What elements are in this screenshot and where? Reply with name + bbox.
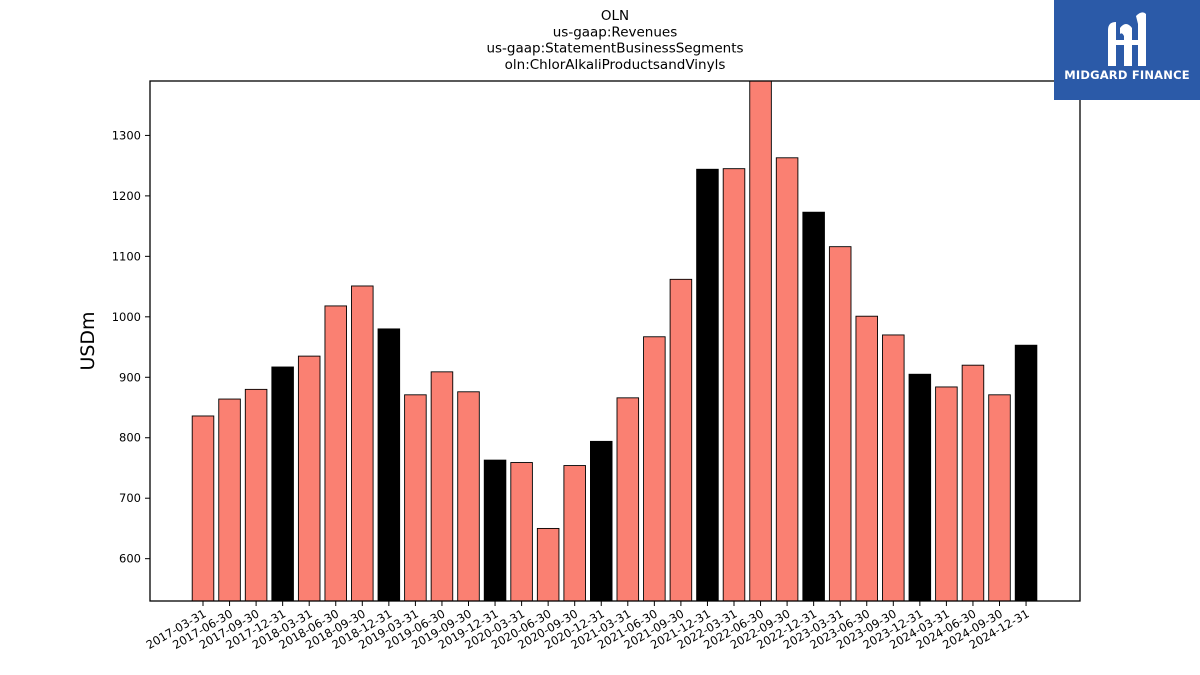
y-tick-label: 700 — [119, 491, 141, 505]
bar-2018-12-31 — [377, 328, 401, 602]
bar-2020-09-30 — [563, 465, 586, 602]
bar-2020-06-30 — [536, 527, 560, 602]
y-tick-label: 900 — [119, 370, 141, 384]
bar-2023-09-30 — [882, 334, 905, 602]
bar-2022-06-30 — [749, 80, 772, 602]
chart-title: OLNus-gaap:Revenuesus-gaap:StatementBusi… — [486, 8, 743, 73]
y-axis-label: USDm — [77, 311, 99, 370]
bar-2021-09-30 — [669, 278, 693, 602]
bar-2023-06-30 — [855, 315, 879, 602]
y-tick-label: 1300 — [112, 128, 141, 142]
y-axis: 600 700 800 900 1000 1100 1200 1300 — [112, 128, 150, 566]
bar-2024-06-30 — [961, 364, 985, 602]
bar-2017-09-30 — [244, 388, 268, 602]
bar-2024-03-31 — [935, 386, 958, 602]
chart-title-line: us-gaap:StatementBusinessSegments — [486, 41, 743, 57]
bar-2022-09-30 — [775, 157, 799, 602]
bar-2017-12-31 — [271, 366, 294, 602]
bar-2020-03-31 — [510, 462, 533, 602]
x-axis: 2017-03-312017-06-302017-09-302017-12-31… — [144, 601, 1032, 652]
bar-2018-03-31 — [297, 355, 321, 602]
bar-2022-03-31 — [722, 168, 746, 602]
bar-2019-06-30 — [430, 371, 454, 602]
chart-title-line: us-gaap:Revenues — [553, 24, 678, 40]
bar-2017-06-30 — [218, 398, 241, 602]
bar-2022-12-31 — [802, 211, 825, 602]
y-tick-label: 1000 — [112, 310, 141, 324]
y-tick-label: 800 — [119, 431, 141, 445]
bar-2021-06-30 — [643, 336, 666, 602]
bar-2020-12-31 — [590, 440, 613, 602]
bar-2018-09-30 — [351, 285, 374, 602]
bar-2024-12-31 — [1014, 344, 1038, 602]
plot-frame — [149, 80, 1081, 602]
chart-title-line: oln:ChlorAlkaliProductsandVinyls — [505, 57, 726, 73]
logo-text: MIDGARD FINANCE — [1064, 68, 1190, 82]
bars — [191, 80, 1038, 602]
midgard-logo-icon — [1108, 12, 1146, 66]
y-tick-label: 600 — [119, 552, 141, 566]
y-tick-label: 1100 — [112, 249, 141, 263]
chart-title-line: OLN — [601, 8, 629, 24]
bar-2018-06-30 — [324, 305, 348, 602]
bar-2023-12-31 — [908, 373, 932, 602]
bar-2019-12-31 — [483, 459, 507, 602]
bar-2019-03-31 — [404, 394, 427, 602]
bar-2021-12-31 — [696, 168, 719, 602]
bar-2019-09-30 — [457, 391, 480, 602]
bar-2017-03-31 — [191, 415, 215, 602]
bar-2024-09-30 — [988, 394, 1011, 602]
bar-2023-03-31 — [828, 246, 852, 602]
y-tick-label: 1200 — [112, 189, 141, 203]
bar-2021-03-31 — [616, 397, 640, 602]
midgard-finance-logo: MIDGARD FINANCE — [1054, 0, 1200, 100]
